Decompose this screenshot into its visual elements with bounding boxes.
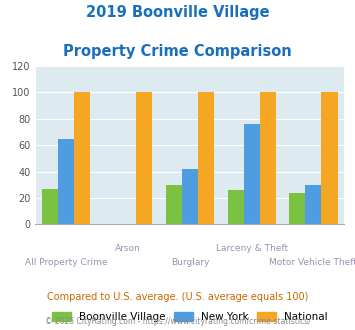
Bar (136, 92, 152, 224)
Text: Motor Vehicle Theft: Motor Vehicle Theft (269, 258, 355, 267)
Text: 2019 Boonville Village: 2019 Boonville Village (86, 5, 269, 20)
Text: Property Crime Comparison: Property Crime Comparison (63, 44, 292, 58)
Text: © 2025 CityRating.com - https://www.cityrating.com/crime-statistics/: © 2025 CityRating.com - https://www.city… (45, 317, 310, 326)
Bar (182, 169, 198, 224)
Text: Larceny & Theft: Larceny & Theft (215, 244, 288, 253)
Bar (58, 139, 75, 224)
Bar (305, 185, 322, 224)
Bar (260, 92, 276, 224)
Bar (289, 193, 305, 224)
Bar (75, 92, 91, 224)
Bar (228, 190, 244, 224)
Bar (198, 92, 214, 224)
Bar (322, 92, 338, 224)
Bar (166, 185, 182, 224)
Bar (42, 189, 58, 224)
Text: Burglary: Burglary (171, 258, 209, 267)
Legend: Boonville Village, New York, National: Boonville Village, New York, National (52, 312, 328, 322)
Bar (244, 124, 260, 224)
Text: All Property Crime: All Property Crime (25, 258, 108, 267)
Text: Arson: Arson (115, 244, 141, 253)
Text: Compared to U.S. average. (U.S. average equals 100): Compared to U.S. average. (U.S. average … (47, 292, 308, 302)
